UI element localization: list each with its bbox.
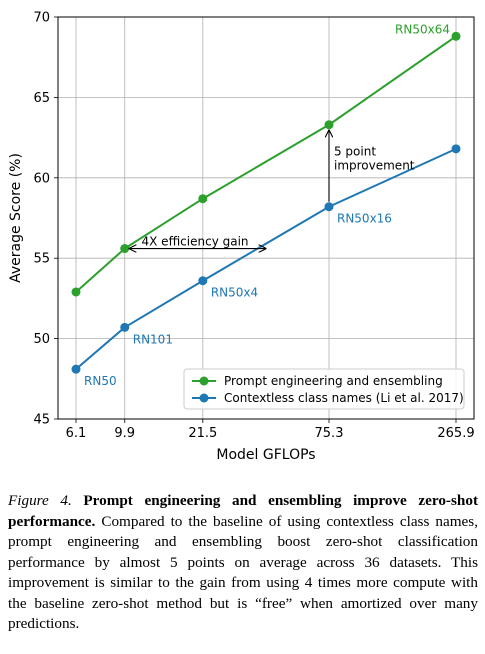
point-label: RN50x16: [337, 212, 392, 226]
legend-box: [183, 368, 465, 410]
y-tick-label: 45: [33, 413, 50, 428]
x-tick-label: 21.5: [188, 426, 217, 441]
x-tick-label: 75.3: [315, 426, 344, 441]
point-label: RN50x64: [395, 22, 450, 36]
figure-caption: Figure 4. Prompt engineering and ensembl…: [8, 491, 478, 635]
x-tick-label: 265.9: [437, 426, 474, 441]
legend-entry: Prompt engineering and ensembling: [224, 374, 443, 388]
legend-entry: Contextless class names (Li et al. 2017): [224, 391, 464, 405]
series-0-point: [451, 31, 461, 41]
y-tick-label: 60: [33, 171, 50, 186]
chart: 6.1 9.9 21.5 75.3 265.9 45 50 55 60 65 70 Model GF…: [8, 11, 475, 464]
series-1-point: [120, 322, 130, 332]
series-0-point: [198, 194, 208, 204]
y-tick-label: 55: [33, 252, 50, 267]
point-label: RN101: [133, 332, 173, 346]
annotations: 4X efficiency gain 5 point improvement: [130, 131, 415, 249]
improvement-label: 5 point improvement: [334, 145, 415, 173]
series-1-point: [324, 202, 334, 212]
series-1-point: [71, 364, 81, 374]
series-0-point: [324, 120, 334, 130]
point-label: RN50x4: [211, 286, 258, 300]
y-tick-label: 65: [33, 91, 50, 106]
series-1-point: [451, 144, 461, 154]
series-0-point: [71, 287, 81, 297]
series: RN50x64 RN50 RN101 RN50x4 RN50x16: [71, 22, 461, 388]
y-axis-title: Average Score (%): [8, 153, 24, 283]
series-1-point: [198, 276, 208, 286]
caption-text: Compared to the baseline of using contex…: [8, 512, 478, 633]
caption-title: Prompt engineering and ensembling improv…: [8, 492, 479, 530]
grid: [58, 16, 474, 420]
x-axis-title: Model GFLOPs: [216, 447, 315, 463]
legend-swatch-marker: [199, 376, 209, 386]
x-tick-label: 9.9: [114, 426, 135, 441]
efficiency-gain-label: 4X efficiency gain: [142, 235, 249, 249]
x-tick-label: 6.1: [66, 426, 87, 441]
legend-swatch-marker: [199, 393, 209, 403]
series-0-point: [120, 244, 130, 254]
improvement-label-line: 5 point: [334, 145, 376, 159]
point-label: RN50: [84, 374, 117, 388]
y-tick-label: 50: [33, 332, 50, 347]
legend: Prompt engineering and ensembling Context…: [183, 368, 465, 410]
y-tick-label: 70: [33, 11, 50, 26]
caption-label: Figure 4.: [8, 492, 72, 509]
improvement-label-line: improvement: [334, 159, 415, 173]
plot-frame: [57, 16, 475, 420]
axis-ticks: 6.1 9.9 21.5 75.3 265.9 45 50 55 60 65 70: [33, 11, 474, 442]
